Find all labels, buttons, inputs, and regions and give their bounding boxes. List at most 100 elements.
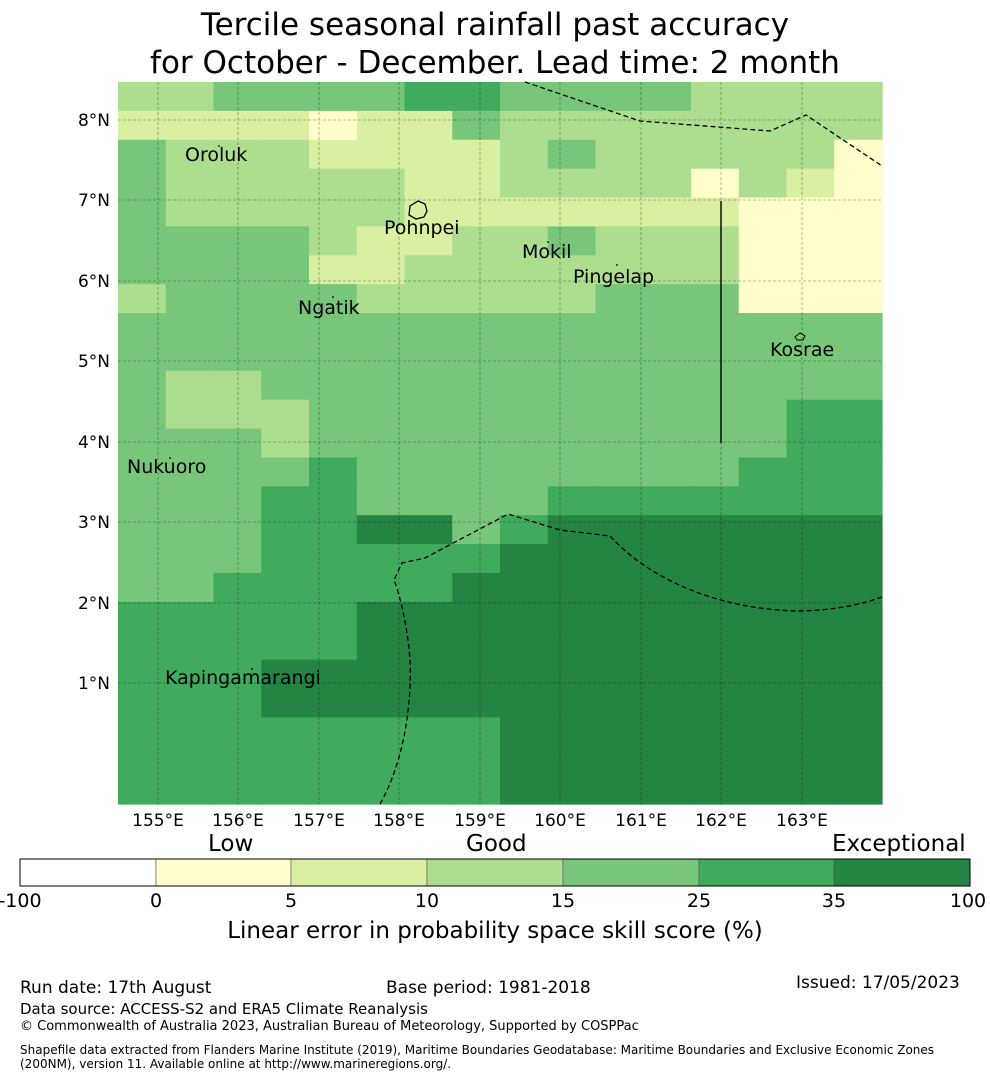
- grid-cell: [356, 313, 406, 343]
- grid-cell: [547, 746, 597, 776]
- grid-cell: [309, 601, 358, 632]
- grid-cell: [595, 255, 644, 285]
- grid-cell: [500, 572, 549, 603]
- colorbar-segment: [155, 858, 292, 887]
- grid-cell: [643, 428, 692, 459]
- grid-cell: [500, 139, 549, 170]
- grid-cell: [261, 630, 310, 661]
- grid-cell: [738, 313, 788, 343]
- grid-cell: [595, 110, 644, 141]
- grid-cell: [261, 255, 310, 285]
- grid-cell: [165, 601, 215, 632]
- grid-cell: [356, 370, 406, 401]
- grid-cell: [452, 486, 501, 516]
- grid-cell: [643, 110, 692, 141]
- grid-cell: [691, 515, 740, 545]
- grid-cell: [118, 515, 167, 545]
- grid-cell: [309, 486, 358, 516]
- grid-cell: [834, 717, 883, 747]
- colorbar-segment: [426, 858, 564, 887]
- grid-cell: [213, 775, 262, 805]
- grid-cell: [547, 110, 597, 141]
- grid-cell: [500, 197, 549, 227]
- grid-cell: [452, 630, 501, 661]
- grid-cell: [165, 428, 215, 459]
- grid-cell: [452, 659, 501, 690]
- grid-cell: [452, 457, 501, 487]
- grid-cell: [213, 630, 262, 661]
- grid-cell: [786, 255, 835, 285]
- grid-cell: [547, 139, 597, 170]
- lat-label-4n: 4°N: [78, 433, 110, 453]
- grid-cell: [643, 601, 692, 632]
- grid-cell: [452, 544, 501, 574]
- grid-cell: [786, 82, 835, 112]
- grid-cell: [118, 688, 167, 718]
- grid-cell: [643, 746, 692, 776]
- grid-cell: [356, 226, 406, 256]
- grid-cell: [118, 168, 167, 199]
- grid-cell: [643, 486, 692, 516]
- grid-cell: [261, 601, 310, 632]
- grid-cell: [452, 601, 501, 632]
- grid-cell: [118, 197, 167, 227]
- grid-cell: [738, 688, 788, 718]
- grid-cell: [500, 428, 549, 459]
- grid-cell: [834, 630, 883, 661]
- grid-cell: [834, 746, 883, 776]
- grid-cell: [595, 139, 644, 170]
- grid-cell: [118, 139, 167, 170]
- grid-cell: [691, 226, 740, 256]
- grid-cell: [213, 601, 262, 632]
- grid-cell: [547, 717, 597, 747]
- grid-cell: [643, 197, 692, 227]
- grid-cell: [738, 284, 788, 314]
- grid-cell: [786, 370, 835, 401]
- grid-cell: [691, 341, 740, 372]
- grid-cell: [595, 226, 644, 256]
- lon-label-158e: 158°E: [373, 811, 425, 831]
- grid-cell: [643, 717, 692, 747]
- grid-cell: [213, 226, 262, 256]
- grid-cell: [691, 139, 740, 170]
- colorbar-segment: [19, 858, 157, 887]
- grid-cell: [213, 341, 262, 372]
- colorbar-tick--100: -100: [0, 890, 42, 912]
- grid-cell: [500, 399, 549, 430]
- grid-cell: [643, 659, 692, 690]
- grid-cell: [165, 457, 215, 487]
- grid-cell: [547, 399, 597, 430]
- grid-cell: [738, 775, 788, 805]
- grid-cell: [165, 341, 215, 372]
- grid-cell: [356, 399, 406, 430]
- grid-cell: [404, 197, 453, 227]
- grid-cell: [356, 601, 406, 632]
- eez-boundaries: [379, 81, 883, 805]
- grid-cell: [738, 226, 788, 256]
- grid-cell: [309, 717, 358, 747]
- lon-label-160e: 160°E: [534, 811, 586, 831]
- grid-cell: [118, 572, 167, 603]
- grid-cell: [165, 717, 215, 747]
- grid-cell: [595, 717, 644, 747]
- colorbar-tick-15: 15: [550, 890, 576, 912]
- lon-label-162e: 162°E: [695, 811, 747, 831]
- island-dot-kapingamarangi: [251, 668, 253, 670]
- grid-cell: [834, 370, 883, 401]
- grid-cell: [356, 139, 406, 170]
- grid-cell: [595, 544, 644, 574]
- grid-cell: [500, 601, 549, 632]
- grid-cell: [404, 370, 453, 401]
- grid-cell: [786, 313, 835, 343]
- grid-cell: [309, 226, 358, 256]
- place-label-nukuoro: Nukuoro: [127, 456, 206, 478]
- place-label-pingelap: Pingelap: [573, 266, 654, 288]
- grid-cell: [213, 659, 262, 690]
- grid-cell: [452, 515, 501, 545]
- lat-label-7n: 7°N: [78, 191, 110, 211]
- grid-cell: [213, 284, 262, 314]
- grid-cell: [547, 82, 597, 112]
- grid-cell: [786, 746, 835, 776]
- grid-cell: [738, 717, 788, 747]
- grid-cell: [643, 284, 692, 314]
